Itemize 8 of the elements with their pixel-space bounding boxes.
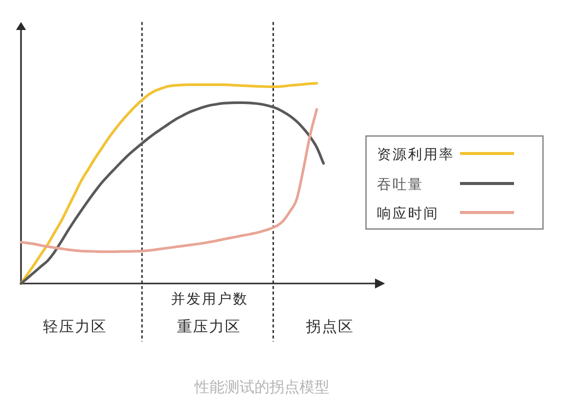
legend-label: 响应时间 bbox=[377, 206, 439, 222]
legend-label: 吞吐量 bbox=[377, 177, 424, 193]
x-tick-label: 拐点区 bbox=[306, 318, 354, 336]
x-axis-title: 并发用户数 bbox=[171, 292, 248, 308]
x-tick-label: 轻压力区 bbox=[42, 318, 107, 336]
title: 性能测试的拐点模型 bbox=[194, 378, 330, 396]
legend-label: 资源利用率 bbox=[377, 147, 454, 163]
x-tick-label: 重压力区 bbox=[177, 318, 242, 336]
